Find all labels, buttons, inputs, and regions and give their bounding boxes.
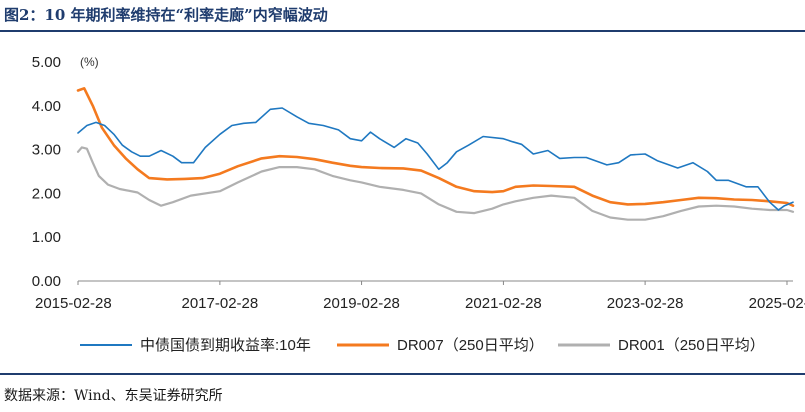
legend: 中债国债到期收益率:10年 DR007（250日平均） DR001（250日平均） bbox=[80, 337, 765, 354]
y-tick-label: 0.00 bbox=[32, 273, 61, 290]
y-tick-label: 3.00 bbox=[32, 142, 61, 159]
line-chart: (%)5.004.003.002.001.000.00 2015-02-28 20… bbox=[32, 54, 805, 354]
y-tick-label: 1.00 bbox=[32, 229, 61, 246]
y-tick-label: 5.00 bbox=[32, 54, 61, 71]
x-axis: 2015-02-28 2017-02-28 2019-02-28 2021-02-28… bbox=[35, 280, 805, 312]
legend-label-dr001-avg: DR001（250日平均） bbox=[618, 337, 765, 354]
x-tick-label: 2023-02-28 bbox=[607, 295, 684, 312]
plot-area bbox=[76, 87, 795, 221]
chart-title: 图2：10 年期利率维持在“利率走廊”内窄幅波动 bbox=[4, 6, 328, 24]
y-axis: (%) 5.00 4.00 3.00 2.00 1.00 0.00 bbox=[32, 54, 99, 290]
series-line-dr007-avg bbox=[76, 87, 795, 207]
footer-divider bbox=[0, 373, 805, 375]
y-tick-label: 2.00 bbox=[32, 185, 61, 202]
data-source: 数据来源：Wind、东吴证券研究所 bbox=[4, 388, 223, 404]
x-tick-label: 2021-02-28 bbox=[465, 295, 542, 312]
legend-label-dr007-avg: DR007（250日平均） bbox=[397, 337, 544, 354]
x-tick-label: 2019-02-28 bbox=[323, 295, 400, 312]
series-line-cgb-10y bbox=[77, 107, 794, 211]
title-divider bbox=[0, 30, 805, 32]
legend-label-cgb-10y: 中债国债到期收益率:10年 bbox=[140, 337, 311, 354]
series-line-dr001-avg bbox=[76, 146, 795, 221]
x-tick-label: 2025-02-28 bbox=[749, 295, 805, 312]
x-tick-label: 2015-02-28 bbox=[35, 295, 112, 312]
y-tick-label: 4.00 bbox=[32, 98, 61, 115]
x-tick-label: 2017-02-28 bbox=[182, 295, 259, 312]
y-unit-label: (%) bbox=[80, 55, 99, 69]
